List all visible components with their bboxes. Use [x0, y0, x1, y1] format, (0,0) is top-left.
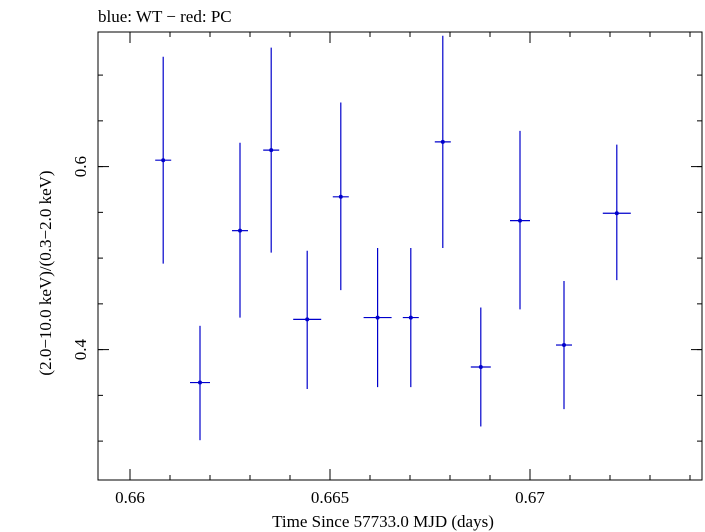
x-tick-label: 0.665 — [311, 488, 349, 507]
x-axis-label: Time Since 57733.0 MJD (days) — [272, 512, 494, 531]
data-point — [338, 194, 343, 199]
chart-title: blue: WT − red: PC — [98, 7, 232, 26]
plot-area: 0.66 0.665 0.67 0.4 0.6 — [71, 31, 703, 507]
data-point — [478, 364, 483, 369]
x-tick-label: 0.66 — [115, 488, 145, 507]
data-point — [198, 380, 202, 385]
data-point — [614, 211, 619, 216]
y-tick-label: 0.6 — [71, 156, 90, 177]
data-point — [518, 218, 522, 223]
plot-frame — [97, 31, 703, 481]
x-tick-label: 0.67 — [515, 488, 545, 507]
y-axis-label: (2.0−10.0 keV)/(0.3−2.0 keV) — [36, 170, 55, 375]
data-point — [305, 317, 310, 322]
data-point — [562, 343, 566, 348]
data-point — [161, 158, 166, 163]
data-point — [238, 228, 242, 233]
data-point — [440, 139, 445, 144]
y-tick-label: 0.4 — [71, 338, 90, 360]
data-point — [408, 315, 413, 320]
data-point — [269, 148, 274, 153]
data-point — [375, 315, 380, 320]
